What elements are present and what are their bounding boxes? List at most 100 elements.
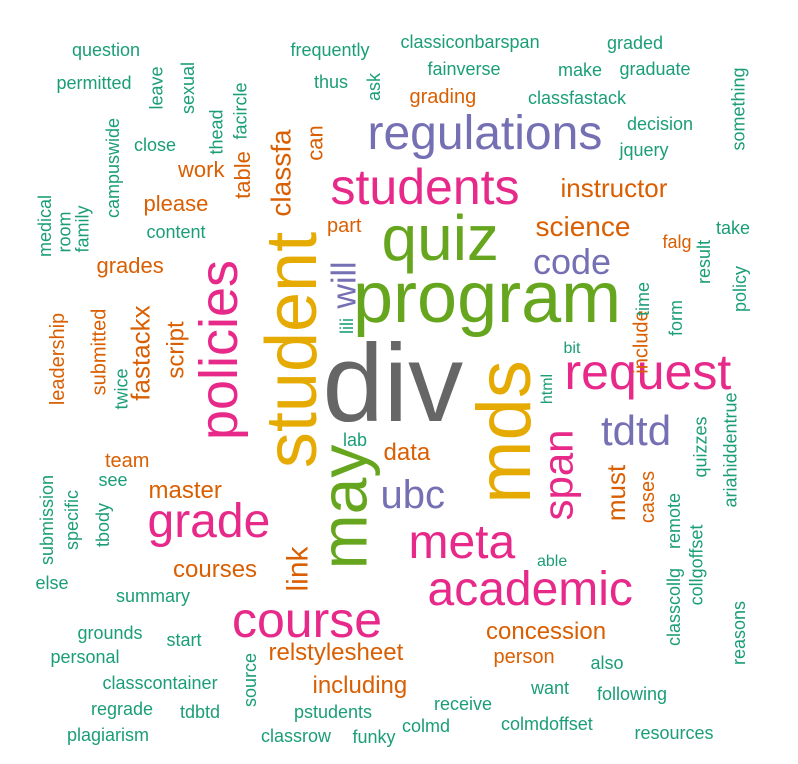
word-summary: summary (116, 586, 191, 606)
word-colmdoffset: colmdoffset (501, 714, 593, 734)
word-quizzes: quizzes (690, 416, 711, 478)
word-pstudents: pstudents (294, 702, 373, 722)
word-form: form (666, 300, 686, 336)
word-instructor: instructor (560, 173, 668, 203)
word-regulations: regulations (367, 107, 603, 160)
word-concession: concession (486, 618, 607, 645)
word-must: must (601, 464, 632, 522)
word-personal: personal (50, 647, 120, 667)
word-thead: thead (206, 109, 227, 155)
word-part: part (327, 215, 362, 237)
word-program: program (353, 258, 622, 338)
word-want: want (531, 678, 570, 698)
word-grading: grading (409, 86, 477, 108)
word-will: will (325, 261, 364, 309)
word-may: may (305, 444, 380, 570)
word-master: master (148, 477, 222, 504)
word-grounds: grounds (77, 623, 143, 643)
word-mds: mds (461, 360, 547, 504)
word-falg: falg (662, 232, 692, 252)
word-grade: grade (147, 495, 271, 548)
word-medical: medical (35, 194, 56, 258)
word-include: include (630, 310, 653, 374)
word-sexual: sexual (178, 61, 199, 115)
word-div: div (322, 322, 464, 445)
word-code: code (533, 241, 612, 282)
word-relstylesheet: relstylesheet (268, 639, 404, 666)
word-cases: cases (637, 470, 660, 524)
word-following: following (597, 684, 668, 704)
word-tdbtd: tdbtd (180, 702, 221, 722)
word-including: including (312, 672, 408, 699)
word-something: something (728, 67, 749, 151)
word-lab: lab (343, 430, 368, 450)
word-submitted: submitted (87, 308, 110, 396)
word-campuswide: campuswide (103, 117, 124, 219)
word-receive: receive (434, 694, 493, 714)
word-academic: academic (427, 563, 633, 616)
word-regrade: regrade (91, 699, 154, 719)
word-permitted: permitted (56, 73, 132, 93)
word-classcollg: classcollg (664, 567, 685, 647)
word-source: source (240, 652, 261, 708)
word-thus: thus (314, 72, 349, 92)
word-also: also (590, 653, 624, 673)
word-data: data (383, 439, 431, 466)
word-plagiarism: plagiarism (67, 725, 150, 745)
word-team: team (105, 450, 150, 472)
word-policies: policies (189, 259, 250, 441)
word-lili: lili (337, 318, 357, 334)
word-courses: courses (173, 556, 258, 583)
word-course: course (232, 592, 383, 648)
word-jquery: jquery (619, 140, 669, 160)
word-decision: decision (627, 114, 694, 134)
word-colmd: colmd (402, 716, 451, 736)
word-question: question (72, 40, 141, 60)
word-content: content (146, 222, 206, 242)
word-leadership: leadership (47, 312, 70, 406)
word-script: script (162, 321, 190, 379)
word-student: student (252, 231, 333, 469)
word-span: span (534, 429, 582, 521)
word-see: see (98, 470, 128, 490)
word-frequently: frequently (290, 40, 370, 60)
word-close: close (134, 135, 177, 155)
word-room: room (54, 211, 75, 253)
word-table: table (229, 151, 255, 199)
word-request: request (564, 344, 732, 400)
word-graded: graded (607, 33, 664, 53)
word-quiz: quiz (381, 202, 499, 274)
word-specific: specific (62, 489, 83, 551)
word-remote: remote (664, 492, 685, 550)
word-take: take (716, 218, 751, 238)
word-bit: bit (563, 340, 581, 357)
word-work: work (178, 157, 225, 182)
word-link: link (281, 546, 315, 592)
word-html: html (539, 373, 557, 405)
word-collgoffset: collgoffset (685, 524, 706, 606)
word-else: else (35, 573, 69, 593)
word-leave: leave (146, 66, 167, 110)
word-able: able (537, 553, 568, 570)
word-facircle: facircle (230, 82, 251, 140)
word-please: please (143, 191, 209, 216)
word-start: start (166, 630, 202, 650)
word-can: can (302, 125, 328, 161)
word-graduate: graduate (619, 59, 691, 79)
word-family: family (72, 205, 93, 253)
word-classrow: classrow (261, 726, 332, 746)
word-ask: ask (364, 72, 385, 102)
word-tdtd: tdtd (601, 407, 672, 454)
word-ubc: ubc (380, 473, 446, 517)
word-classcontainer: classcontainer (102, 673, 218, 693)
word-make: make (558, 60, 603, 80)
word-resources: resources (634, 723, 714, 743)
word-twice: twice (111, 368, 132, 410)
word-grades: grades (96, 253, 164, 278)
word-classiconbarspan: classiconbarspan (400, 32, 540, 52)
word-funky: funky (352, 727, 396, 747)
word-submission: submission (37, 474, 58, 566)
word-meta: meta (408, 516, 516, 569)
word-result: result (694, 239, 715, 285)
